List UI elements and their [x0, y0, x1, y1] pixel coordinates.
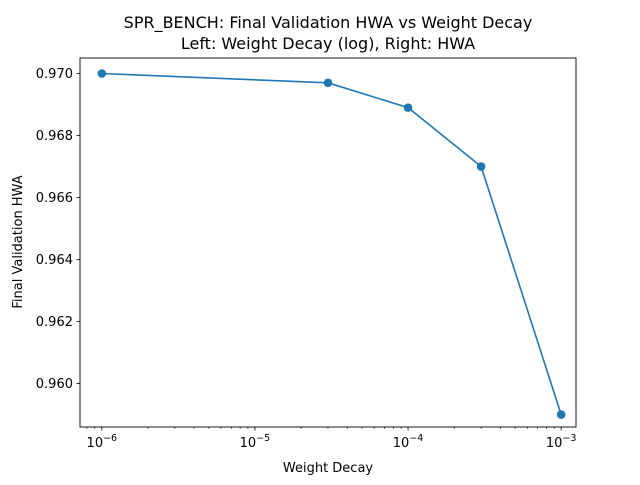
x-tick-label: 10−6	[87, 433, 118, 451]
y-tick-label: 0.962	[36, 315, 73, 330]
y-axis-label: Final Validation HWA	[11, 175, 26, 308]
data-point	[556, 410, 566, 419]
y-tick-label: 0.964	[36, 253, 73, 268]
plot-background	[80, 58, 576, 427]
chart-subtitle: Left: Weight Decay (log), Right: HWA	[181, 34, 475, 53]
x-axis-label: Weight Decay	[283, 461, 374, 476]
x-tick-label: 10−4	[393, 433, 424, 451]
x-tick-label: 10−5	[240, 433, 271, 451]
data-point	[403, 103, 413, 112]
data-point	[323, 78, 333, 88]
x-tick-label-base: 10	[240, 436, 257, 451]
data-point	[97, 69, 107, 78]
chart-title: SPR_BENCH: Final Validation HWA vs Weigh…	[124, 13, 533, 33]
x-tick-label: 10−3	[546, 433, 577, 451]
y-tick-label: 0.960	[36, 377, 73, 392]
x-tick-label-base: 10	[393, 436, 410, 451]
x-tick-label-exponent: −5	[256, 433, 270, 444]
x-tick-label-base: 10	[87, 436, 104, 451]
x-tick-label-exponent: −6	[103, 433, 117, 444]
plot-frame	[79, 57, 577, 428]
y-tick-label: 0.970	[36, 67, 73, 82]
y-tick-label: 0.968	[36, 129, 73, 144]
x-tick-label-exponent: −3	[562, 433, 576, 444]
x-tick-label-base: 10	[546, 436, 563, 451]
y-tick-label: 0.966	[36, 191, 73, 206]
x-tick-label-exponent: −4	[409, 433, 423, 444]
data-point	[476, 162, 486, 171]
